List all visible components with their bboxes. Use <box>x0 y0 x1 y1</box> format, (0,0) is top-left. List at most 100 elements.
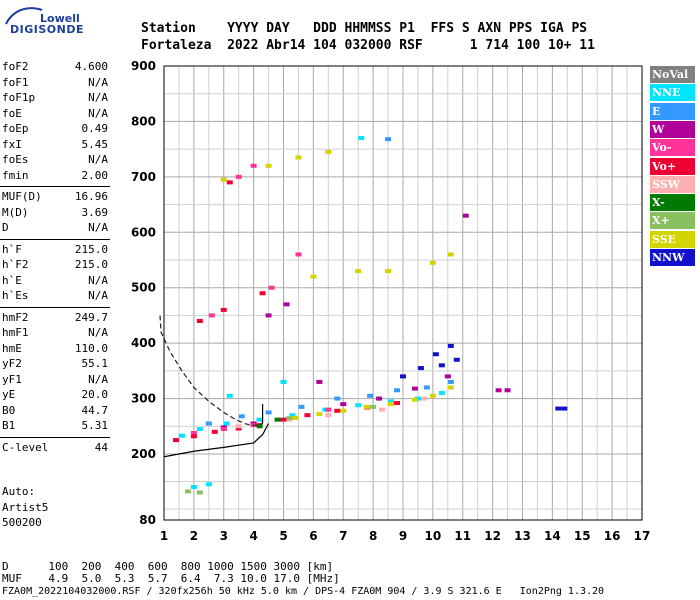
data-point <box>220 307 227 312</box>
x-tick-label: 17 <box>634 529 651 543</box>
param-value: 249.7 <box>74 310 108 324</box>
param-row: B1 5.31 <box>2 419 108 435</box>
y-tick-label: 80 <box>139 513 156 527</box>
param-row: MUF(D) 16.96 <box>2 190 108 206</box>
data-point <box>340 402 347 407</box>
data-point <box>205 482 212 487</box>
data-point <box>394 401 401 406</box>
data-point <box>220 427 227 432</box>
data-point <box>325 407 332 412</box>
data-point <box>385 137 392 142</box>
param-value: 110.0 <box>74 341 108 355</box>
data-point <box>289 413 296 418</box>
data-point <box>238 414 245 419</box>
legend-item: E <box>650 102 695 120</box>
data-point <box>190 485 197 489</box>
separator <box>0 238 110 240</box>
trace-line <box>163 423 270 458</box>
param-value: 3.69 <box>81 205 109 219</box>
data-point <box>256 417 263 422</box>
param-row: fmin 2.00 <box>2 169 108 185</box>
data-point <box>223 421 230 426</box>
param-value: N/A <box>88 289 108 302</box>
logo-digisonde: DIGISONDE <box>10 23 84 36</box>
data-point <box>220 177 227 182</box>
data-point <box>429 393 436 398</box>
param-row: foE N/A <box>2 107 108 123</box>
param-value: 5.31 <box>81 419 109 432</box>
param-value: N/A <box>88 273 108 287</box>
param-name: foF1p <box>2 91 36 104</box>
x-tick-label: 3 <box>220 529 228 543</box>
x-tick-label: 12 <box>484 529 501 543</box>
data-point <box>370 404 377 409</box>
data-point <box>283 302 290 307</box>
param-name: foF2 <box>2 60 29 73</box>
data-point <box>196 427 203 432</box>
data-point <box>438 363 445 368</box>
param-name: B1 <box>2 419 16 432</box>
data-point <box>453 357 460 362</box>
data-point <box>295 155 302 160</box>
x-tick-label: 7 <box>339 529 347 543</box>
data-point <box>420 396 427 401</box>
footer-muf-row: MUF 4.9 5.0 5.3 5.7 6.4 7.3 10.0 17.0 [M… <box>2 572 340 585</box>
data-point <box>504 388 511 393</box>
x-tick-label: 9 <box>399 529 407 543</box>
param-name: hmE <box>2 341 22 355</box>
param-name: fxI <box>2 137 22 151</box>
param-value: N/A <box>88 372 108 386</box>
param-name: h`Es <box>2 289 29 302</box>
param-name: foE <box>2 106 22 120</box>
data-point <box>208 313 215 318</box>
data-point <box>268 285 275 290</box>
param-row: B0 44.7 <box>2 404 108 420</box>
legend-item: SSW <box>650 175 695 193</box>
param-name: yF1 <box>2 372 22 386</box>
data-point <box>355 269 362 274</box>
plot-frame <box>163 65 643 521</box>
data-point <box>259 291 266 296</box>
data-point <box>447 385 454 390</box>
param-row: h`F2 215.0 <box>2 258 108 274</box>
legend-item: Vo- <box>650 139 695 157</box>
data-point <box>447 379 454 384</box>
param-row: h`E N/A <box>2 274 108 290</box>
param-value: N/A <box>88 326 108 339</box>
data-point <box>388 402 395 407</box>
param-name: MUF(D) <box>2 190 42 203</box>
legend-item: X+ <box>650 212 695 230</box>
data-point <box>358 136 365 141</box>
param-name: foEs <box>2 153 29 166</box>
param-row: yE 20.0 <box>2 388 108 404</box>
data-point <box>379 407 386 412</box>
data-point <box>265 163 272 168</box>
param-value: 16.96 <box>74 190 108 203</box>
param-row: hmE 110.0 <box>2 342 108 358</box>
x-tick-label: 11 <box>454 529 471 543</box>
param-row: M(D) 3.69 <box>2 206 108 222</box>
data-point <box>355 403 362 408</box>
param-value: 215.0 <box>74 258 108 271</box>
data-point <box>298 404 305 409</box>
auto-version: 500200 <box>2 516 42 529</box>
header-labels: Station YYYY DAY DDD HHMMSS P1 FFS S AXN… <box>141 21 588 36</box>
x-tick-label: 10 <box>425 529 442 543</box>
data-point <box>495 388 502 393</box>
param-value: 2.00 <box>81 168 109 182</box>
legend-item: Vo+ <box>650 157 695 175</box>
y-tick-label: 700 <box>131 170 156 184</box>
data-point <box>447 343 454 348</box>
data-point <box>205 421 212 426</box>
param-row: C-level 44 <box>2 441 108 457</box>
param-value: 55.1 <box>81 357 109 370</box>
data-point <box>280 417 287 422</box>
data-point <box>256 424 263 429</box>
data-point <box>432 352 439 357</box>
legend-item: SSE <box>650 230 695 248</box>
data-point <box>555 406 562 411</box>
data-point <box>184 489 191 494</box>
data-point <box>438 391 445 396</box>
param-row: fxI 5.45 <box>2 138 108 154</box>
